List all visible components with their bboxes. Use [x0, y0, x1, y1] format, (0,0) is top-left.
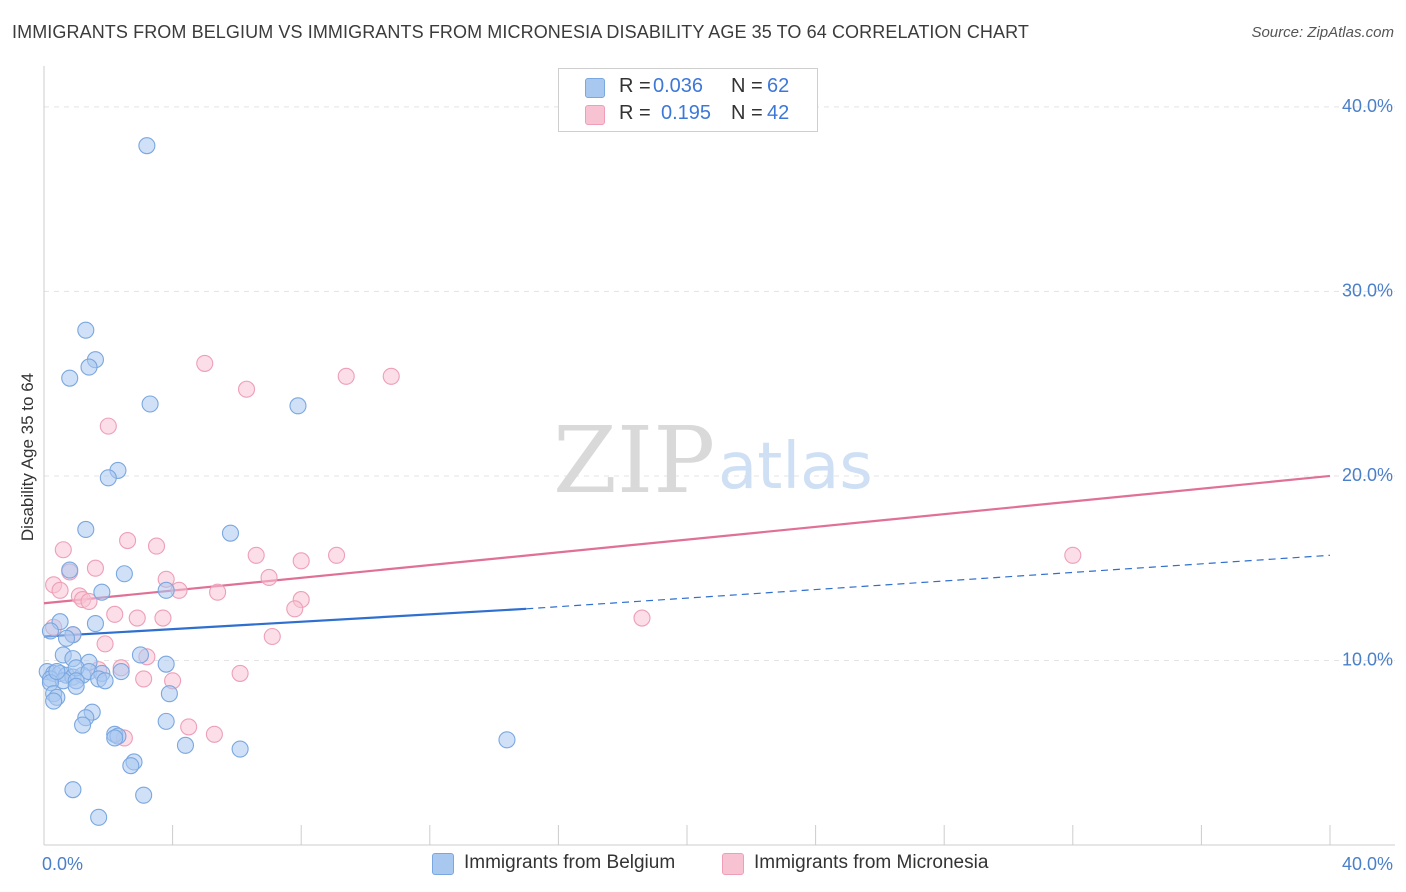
- r-label: R =: [619, 102, 651, 124]
- belgium-point-56: [122, 757, 140, 775]
- micronesia-legend-label: Immigrants from Micronesia: [754, 852, 989, 873]
- micronesia-point-34: [231, 664, 249, 682]
- belgium-point-41: [67, 677, 85, 695]
- belgium-point-3: [80, 358, 98, 376]
- belgium-point-17: [41, 622, 59, 640]
- y-axis-label: Disability Age 35 to 64: [18, 373, 37, 541]
- x-tick-label-0: 0.0%: [42, 854, 83, 874]
- micronesia-point-40: [1064, 546, 1082, 564]
- chart-title: IMMIGRANTS FROM BELGIUM VS IMMIGRANTS FR…: [12, 22, 1029, 42]
- belgium-point-44: [160, 685, 178, 703]
- belgium-point-9: [77, 520, 95, 539]
- belgium-trend-line: [43, 607, 527, 638]
- micronesia-point-10: [292, 552, 310, 570]
- belgium-point-13: [93, 583, 111, 601]
- micronesia-point-3: [382, 367, 400, 385]
- belgium-point-14: [157, 581, 175, 599]
- micronesia-n-value: 42: [767, 102, 790, 124]
- watermark-atlas: atlas: [718, 430, 873, 504]
- micronesia-point-17: [51, 581, 69, 599]
- axes: [43, 66, 1395, 846]
- micronesia-point-4: [99, 417, 117, 435]
- micronesia-point-30: [263, 627, 281, 646]
- belgium-swatch: [585, 78, 605, 98]
- source-label: Source: ZipAtlas.com: [1251, 24, 1394, 41]
- belgium-point-1: [77, 321, 95, 339]
- micronesia-point-7: [54, 541, 72, 559]
- belgium-point-34: [112, 662, 130, 681]
- belgium-point-52: [176, 736, 195, 754]
- belgium-point-57: [64, 781, 82, 799]
- micronesia-point-23: [286, 600, 304, 618]
- x-tick-label-40: 40.0%: [1342, 854, 1393, 874]
- belgium-point-59: [90, 808, 108, 826]
- belgium-point-6: [289, 397, 307, 415]
- micronesia-point-6: [147, 537, 166, 555]
- belgium-legend-label: Immigrants from Belgium: [464, 852, 676, 873]
- n-label: N =: [731, 102, 763, 124]
- belgium-point-61: [106, 729, 124, 747]
- belgium-point-16: [86, 615, 104, 633]
- micronesia-point-2: [337, 367, 355, 385]
- watermark-zip: ZIP: [553, 407, 715, 514]
- micronesia-point-31: [96, 635, 114, 653]
- stats-legend: R = 0.036 N = 62 R = 0.195 N = 42: [558, 68, 818, 132]
- belgium-point-23: [157, 655, 175, 673]
- belgium-point-48: [74, 716, 92, 734]
- micronesia-point-18: [209, 583, 227, 601]
- belgium-point-8: [99, 469, 117, 487]
- n-label: N =: [731, 75, 763, 97]
- belgium-legend-swatch: [432, 853, 454, 875]
- micronesia-point-35: [135, 670, 153, 688]
- micronesia-point-11: [86, 559, 104, 577]
- belgium-point-45: [45, 692, 63, 710]
- belgium-point-10: [221, 524, 240, 542]
- belgium-r-value: 0.036: [653, 75, 704, 97]
- micronesia-swatch: [585, 105, 605, 125]
- micronesia-point-9: [328, 546, 346, 564]
- micronesia-point-26: [154, 609, 172, 627]
- belgium-point-58: [135, 786, 153, 804]
- micronesia-point-8: [247, 546, 265, 564]
- micronesia-point-27: [633, 609, 651, 627]
- micronesia-legend-swatch: [722, 853, 744, 875]
- micronesia-point-24: [106, 605, 124, 623]
- belgium-point-60: [48, 662, 66, 681]
- micronesia-trend-line: [43, 474, 1331, 605]
- micronesia-point-14: [260, 568, 278, 586]
- micronesia-point-38: [205, 725, 223, 743]
- data-points: [38, 137, 1082, 826]
- micronesia-point-1: [237, 380, 256, 398]
- micronesia-point-37: [180, 718, 198, 736]
- watermark: ZIP atlas: [553, 407, 873, 514]
- y-tick-label-30: 30.0%: [1342, 280, 1393, 300]
- micronesia-point-21: [80, 592, 98, 610]
- r-label: R =: [619, 75, 651, 97]
- belgium-point-54: [498, 731, 516, 749]
- y-tick-label-10: 10.0%: [1342, 649, 1393, 669]
- belgium-point-19: [57, 629, 76, 647]
- micronesia-point-0: [196, 354, 214, 372]
- belgium-trend-extension: [526, 554, 1331, 610]
- belgium-point-39: [96, 672, 114, 690]
- belgium-point-22: [131, 646, 149, 664]
- micronesia-point-25: [128, 609, 146, 627]
- tick-labels: 10.0% 20.0% 30.0% 40.0% 0.0% 40.0%: [42, 96, 1393, 874]
- belgium-point-11: [61, 561, 79, 579]
- micronesia-point-5: [119, 531, 137, 550]
- belgium-point-49: [157, 712, 175, 730]
- belgium-point-4: [61, 369, 79, 387]
- belgium-point-12: [115, 565, 133, 583]
- belgium-n-value: 62: [767, 75, 790, 97]
- micronesia-r-value: 0.195: [661, 102, 712, 124]
- belgium-point-53: [231, 740, 249, 758]
- belgium-point-0: [138, 137, 156, 155]
- y-tick-label-20: 20.0%: [1342, 465, 1393, 485]
- y-tick-label-40: 40.0%: [1342, 96, 1393, 116]
- belgium-point-5: [141, 395, 159, 413]
- trend-lines: [43, 474, 1331, 638]
